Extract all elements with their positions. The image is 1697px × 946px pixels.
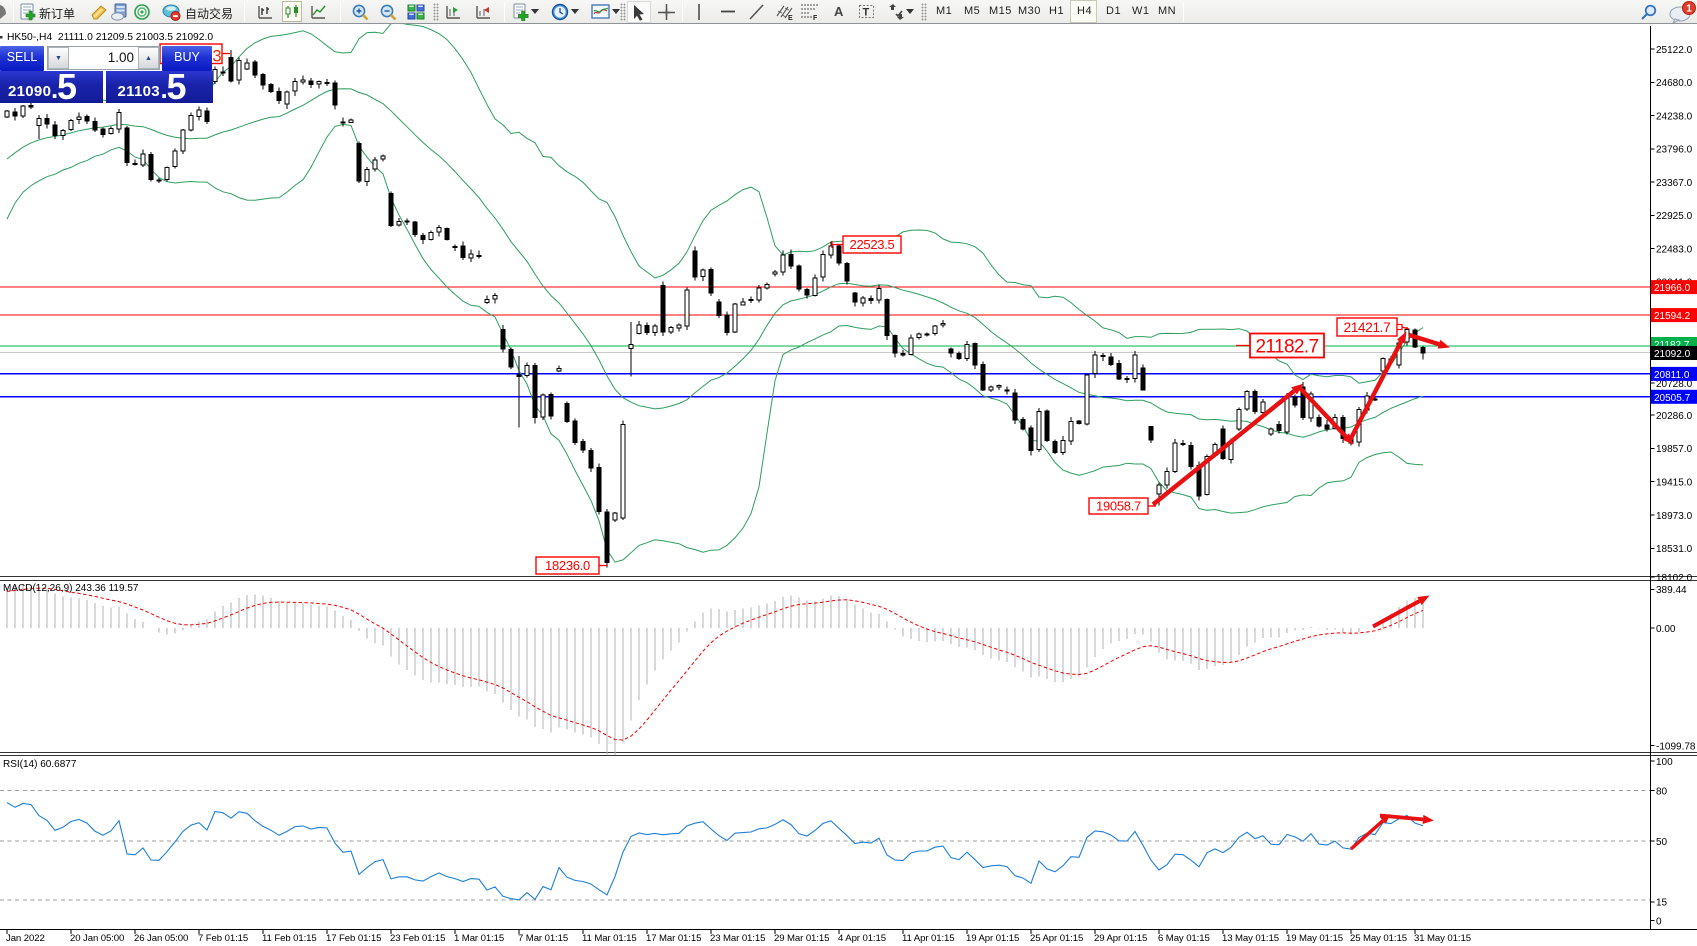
svg-text:17 Feb 01:15: 17 Feb 01:15 (326, 933, 381, 944)
svg-text:26 Jan 05:00: 26 Jan 05:00 (134, 933, 188, 944)
svg-text:20 Jan 05:00: 20 Jan 05:00 (70, 933, 124, 944)
svg-text:-1099.78: -1099.78 (1656, 741, 1696, 752)
svg-text:3: 3 (212, 48, 221, 66)
svg-text:RSI(14) 60.6877: RSI(14) 60.6877 (3, 759, 77, 770)
svg-text:22483.0: 22483.0 (1656, 244, 1693, 255)
svg-text:11 Feb 01:15: 11 Feb 01:15 (262, 933, 317, 944)
svg-text:18973.0: 18973.0 (1656, 511, 1693, 522)
svg-text:20505.7: 20505.7 (1654, 393, 1691, 404)
svg-text:15: 15 (1656, 898, 1668, 909)
svg-text:7 Mar 01:15: 7 Mar 01:15 (518, 933, 568, 944)
svg-text:21182.7: 21182.7 (1654, 340, 1690, 351)
svg-text:50: 50 (1656, 837, 1668, 848)
svg-text:0.00: 0.00 (1656, 624, 1676, 635)
svg-text:23 Mar 01:15: 23 Mar 01:15 (710, 933, 765, 944)
svg-text:24680.0: 24680.0 (1656, 78, 1693, 89)
svg-text:20728.0: 20728.0 (1656, 379, 1693, 390)
svg-text:23 Feb 01:15: 23 Feb 01:15 (390, 933, 445, 944)
svg-text:29 Apr 01:15: 29 Apr 01:15 (1094, 933, 1147, 944)
svg-text:389.44: 389.44 (1656, 585, 1687, 596)
svg-text:17 Mar 01:15: 17 Mar 01:15 (646, 933, 701, 944)
svg-text:MACD(12,26,9) 243.36 119.57: MACD(12,26,9) 243.36 119.57 (3, 583, 139, 594)
svg-text:Jan 2022: Jan 2022 (6, 933, 45, 944)
svg-text:4 Apr 01:15: 4 Apr 01:15 (838, 933, 886, 944)
svg-text:1: 1 (1686, 3, 1692, 15)
svg-text:100: 100 (1656, 757, 1673, 768)
svg-text:21092.0: 21092.0 (1654, 349, 1691, 360)
svg-text:25 Apr 01:15: 25 Apr 01:15 (1030, 933, 1083, 944)
svg-text:21966.0: 21966.0 (1654, 283, 1691, 294)
svg-text:0: 0 (1656, 917, 1662, 928)
svg-text:19 May 01:15: 19 May 01:15 (1286, 933, 1343, 944)
svg-text:29 Mar 01:15: 29 Mar 01:15 (774, 933, 829, 944)
svg-text:20811.0: 20811.0 (1654, 370, 1690, 381)
svg-text:E: E (788, 15, 793, 21)
svg-text:22925.0: 22925.0 (1656, 211, 1693, 222)
svg-text:18236.0: 18236.0 (545, 558, 590, 573)
svg-text:6 May 01:15: 6 May 01:15 (1158, 933, 1210, 944)
svg-text:11 Mar 01:15: 11 Mar 01:15 (582, 933, 637, 944)
svg-text:19857.0: 19857.0 (1656, 444, 1693, 455)
svg-text:31 May 01:15: 31 May 01:15 (1414, 933, 1471, 944)
svg-text:25 May 01:15: 25 May 01:15 (1350, 933, 1407, 944)
svg-text:23796.0: 23796.0 (1656, 145, 1693, 156)
svg-text:13 May 01:15: 13 May 01:15 (1222, 933, 1279, 944)
svg-text:19415.0: 19415.0 (1656, 478, 1693, 489)
svg-text:T: T (863, 7, 870, 19)
svg-text:22523.5: 22523.5 (850, 237, 895, 252)
svg-text:19058.7: 19058.7 (1096, 499, 1141, 514)
svg-text:HK50-,H4 21111.0 21209.5 2100: HK50-,H4 21111.0 21209.5 21003.5 21092.0 (7, 32, 213, 43)
svg-text:24238.0: 24238.0 (1656, 111, 1693, 122)
svg-text:18531.0: 18531.0 (1656, 544, 1693, 555)
svg-text:20286.0: 20286.0 (1656, 411, 1693, 422)
svg-text:21594.2: 21594.2 (1654, 311, 1691, 322)
svg-text:F: F (813, 15, 818, 21)
svg-text:19 Apr 01:15: 19 Apr 01:15 (966, 933, 1019, 944)
svg-text:21182.7: 21182.7 (1255, 336, 1318, 357)
svg-text:18102.0: 18102.0 (1656, 573, 1693, 584)
svg-text:80: 80 (1656, 786, 1668, 797)
svg-text:1 Mar 01:15: 1 Mar 01:15 (454, 933, 504, 944)
svg-text:25122.0: 25122.0 (1656, 45, 1693, 56)
svg-text:11 Apr 01:15: 11 Apr 01:15 (902, 933, 955, 944)
svg-text:23367.0: 23367.0 (1656, 178, 1693, 189)
svg-text:21421.7: 21421.7 (1344, 320, 1391, 335)
svg-text:7 Feb 01:15: 7 Feb 01:15 (198, 933, 248, 944)
